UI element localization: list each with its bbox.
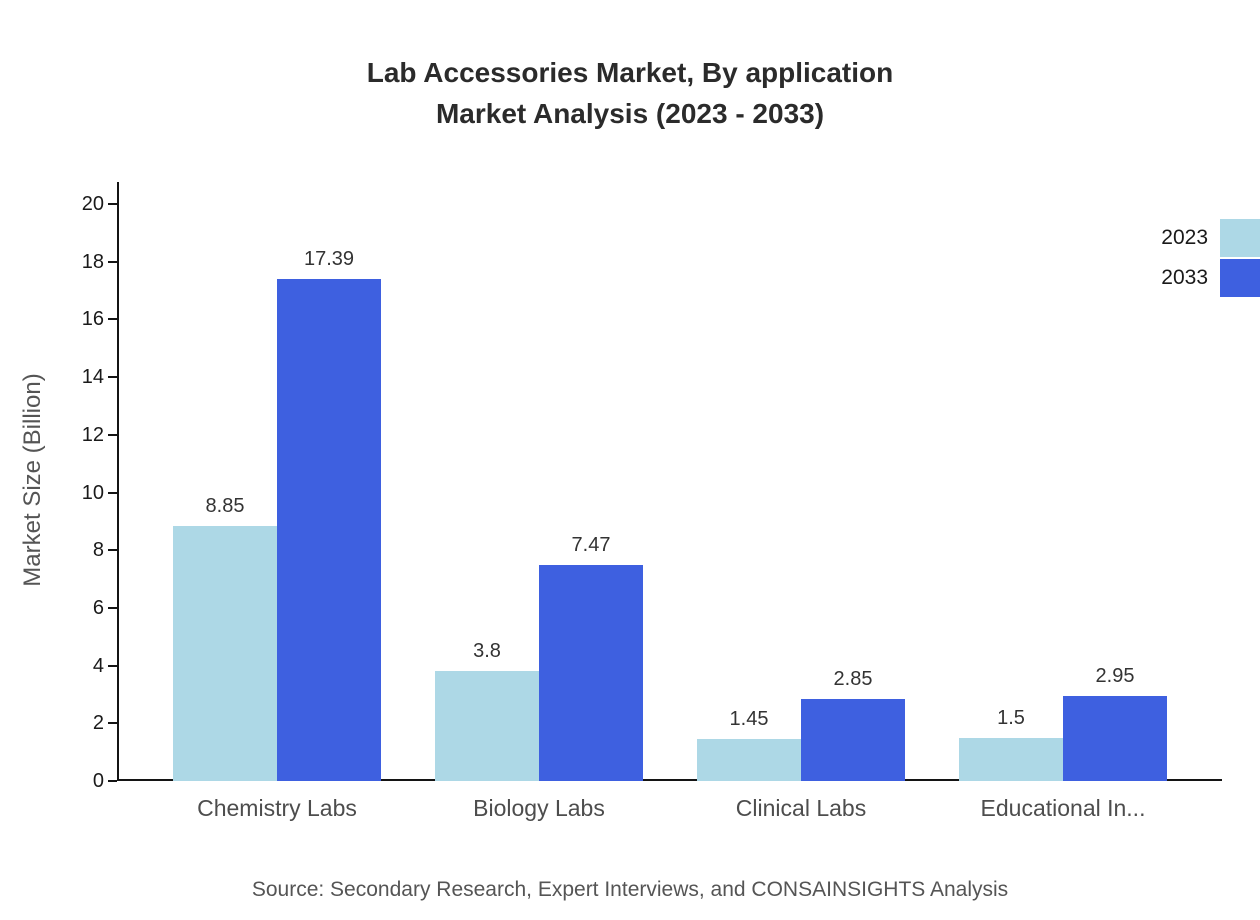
chart-title-line1: Lab Accessories Market, By application xyxy=(366,57,894,88)
y-tick-label: 2 xyxy=(92,712,104,735)
y-tick-mark xyxy=(108,606,117,609)
value-label: 1.45 xyxy=(729,708,769,731)
y-tick-label: 20 xyxy=(81,193,104,215)
legend-label: 2023 xyxy=(1161,226,1208,249)
value-label: 8.85 xyxy=(205,494,245,517)
y-tick-mark xyxy=(108,491,117,494)
bar-2033-biology-labs xyxy=(539,565,643,781)
y-tick-label: 16 xyxy=(81,308,104,331)
value-label: 3.8 xyxy=(473,640,501,663)
category-label-2: Biology Labs xyxy=(473,795,605,821)
bar-2023-educational-in- xyxy=(959,737,1063,781)
y-tick-label: 0 xyxy=(92,770,104,792)
value-label: 2.95 xyxy=(1095,664,1135,687)
legend-swatch xyxy=(1220,219,1260,257)
y-tick-label: 6 xyxy=(92,596,104,619)
y-tick-mark xyxy=(108,433,117,436)
value-label: 17.39 xyxy=(303,248,355,271)
category-label-4: Educational In... xyxy=(980,795,1146,821)
y-tick-label: 10 xyxy=(81,481,104,504)
y-tick-mark xyxy=(108,376,117,379)
legend-swatch xyxy=(1220,259,1260,297)
y-tick-mark xyxy=(108,203,117,205)
legend-item-2033: 2033 xyxy=(1161,258,1260,298)
y-tick-mark xyxy=(108,549,117,552)
y-axis-line xyxy=(117,182,119,781)
category-label-1: Chemistry Labs xyxy=(197,795,357,821)
value-label: 7.47 xyxy=(571,534,611,557)
bar-2023-chemistry-labs xyxy=(173,525,277,781)
value-label: 1.5 xyxy=(997,706,1025,729)
bar-2033-chemistry-labs xyxy=(277,279,381,781)
bar-2033-educational-in- xyxy=(1063,695,1167,781)
x-axis-line xyxy=(117,779,1222,781)
y-axis-title: Market Size (Billion) xyxy=(19,373,46,587)
y-tick-mark xyxy=(108,780,117,782)
y-tick-mark xyxy=(108,722,117,725)
bar-2033-clinical-labs xyxy=(801,698,905,781)
chart-title-line2: Market Analysis (2023 - 2033) xyxy=(435,98,825,129)
bar-2023-clinical-labs xyxy=(697,739,801,781)
y-tick-label: 4 xyxy=(92,654,104,677)
value-label: 2.85 xyxy=(833,667,873,690)
y-tick-mark xyxy=(108,318,117,321)
y-tick-label: 8 xyxy=(92,539,104,562)
y-tick-mark xyxy=(108,664,117,667)
source-text: Source: Secondary Research, Expert Inter… xyxy=(251,878,1009,901)
category-label-3: Clinical Labs xyxy=(735,795,867,821)
y-tick-label: 12 xyxy=(81,423,104,446)
y-tick-label: 14 xyxy=(81,366,104,389)
y-tick-mark xyxy=(108,260,117,263)
bar-2023-biology-labs xyxy=(435,671,539,781)
legend-label: 2033 xyxy=(1161,266,1208,289)
legend-item-2023: 2023 xyxy=(1161,218,1260,258)
chart-title: Lab Accessories Market, By application M… xyxy=(0,52,1260,134)
y-tick-label: 18 xyxy=(81,250,104,273)
legend: 2023 2033 xyxy=(1161,218,1260,298)
